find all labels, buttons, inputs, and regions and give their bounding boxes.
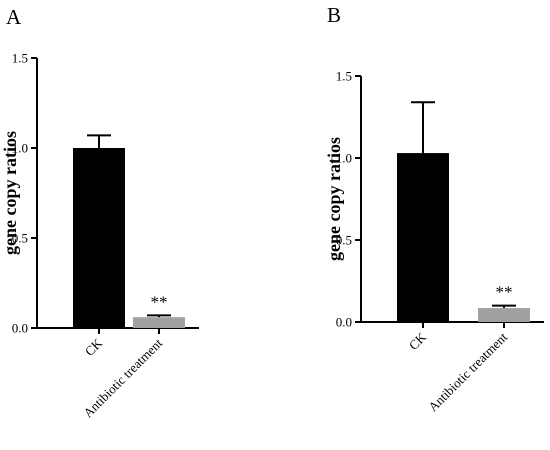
y-tick-label: 0.0 <box>336 315 352 330</box>
panel-letter: B <box>327 3 341 27</box>
panel-letter: A <box>6 5 22 29</box>
bar <box>397 153 449 322</box>
bar <box>478 308 530 322</box>
category-label: CK <box>406 329 430 353</box>
y-tick-label: 0.5 <box>12 231 28 246</box>
y-tick-label: 1.5 <box>12 51 28 66</box>
y-tick-label: 1.5 <box>336 69 352 84</box>
category-label: CK <box>82 335 106 359</box>
y-tick-label: 0.0 <box>12 321 28 336</box>
panel-b: B 0.0 0.5 1.0 1.5 gene copy ratios CK ** Antibio… <box>324 3 544 414</box>
bar <box>73 148 125 328</box>
y-axis-label: gene copy ratios <box>324 137 344 261</box>
y-tick-label: 1.0 <box>336 151 352 166</box>
bar <box>133 317 185 328</box>
significance-label: ** <box>151 292 168 311</box>
significance-label: ** <box>496 283 513 302</box>
y-tick-label: 1.0 <box>12 141 28 156</box>
y-tick-label: 0.5 <box>336 233 352 248</box>
y-axis-label: gene copy ratios <box>0 131 20 255</box>
category-label: Antibiotic treatment <box>425 329 510 414</box>
